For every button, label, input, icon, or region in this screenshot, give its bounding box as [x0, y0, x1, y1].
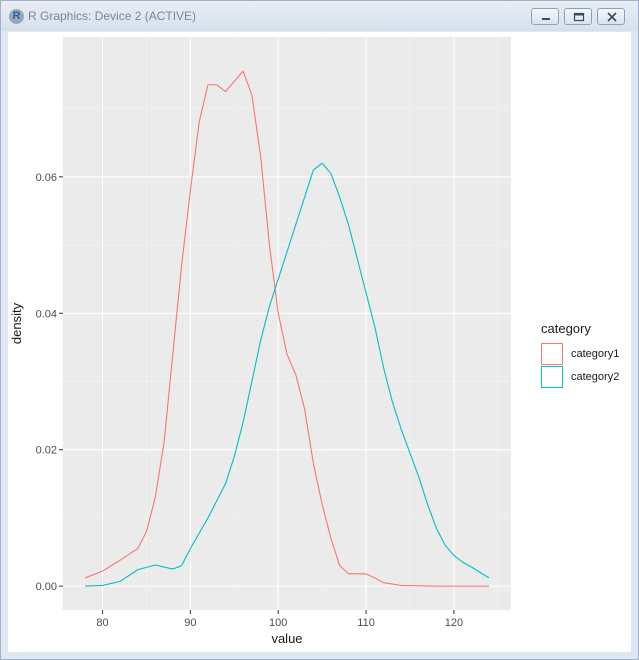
y-tick-label: 0.00	[36, 581, 57, 593]
minimize-icon	[542, 18, 550, 20]
plot-panel-background	[63, 37, 511, 610]
minor-gridlines	[63, 37, 511, 610]
close-button[interactable]	[597, 8, 625, 25]
maximize-button[interactable]	[564, 8, 592, 25]
legend-key-category2	[541, 366, 563, 388]
legend-title: category	[541, 321, 591, 336]
legend-label-category2: category2	[571, 371, 620, 383]
maximize-icon	[573, 12, 585, 22]
title-bar[interactable]: R R Graphics: Device 2 (ACTIVE)	[1, 1, 638, 31]
y-tick-label: 0.04	[36, 308, 57, 320]
major-gridlines	[63, 37, 511, 610]
legend-key-category1	[541, 343, 563, 365]
y-tick-label: 0.02	[36, 445, 57, 457]
y-tick-label: 0.06	[36, 172, 57, 184]
plot-area: 80 90 100 110 120 0.00 0.02 0.04 0.06 value den…	[8, 32, 631, 652]
legend-item-category1: category1	[541, 343, 639, 365]
x-tick-label: 80	[96, 617, 108, 629]
x-tick-label: 120	[445, 617, 463, 629]
legend-label-category1: category1	[571, 348, 620, 360]
density-line-category2	[84, 162, 490, 587]
density-lines	[84, 70, 490, 587]
close-icon	[607, 12, 617, 22]
x-axis-label: value	[271, 631, 302, 646]
minimize-button[interactable]	[531, 8, 559, 25]
x-tick-label: 100	[269, 617, 287, 629]
density-plot: 80 90 100 110 120 0.00 0.02 0.04 0.06 value den…	[9, 37, 511, 646]
y-axis: 0.00 0.02 0.04 0.06	[36, 172, 63, 593]
x-axis: 80 90 100 110 120	[96, 610, 463, 629]
density-line-category1	[84, 70, 490, 587]
r-logo-icon: R	[9, 9, 24, 24]
y-axis-label: density	[9, 302, 24, 344]
x-tick-label: 90	[184, 617, 196, 629]
x-tick-label: 110	[357, 617, 375, 629]
window-title: R Graphics: Device 2 (ACTIVE)	[28, 9, 197, 23]
legend-item-category2: category2	[541, 366, 639, 388]
